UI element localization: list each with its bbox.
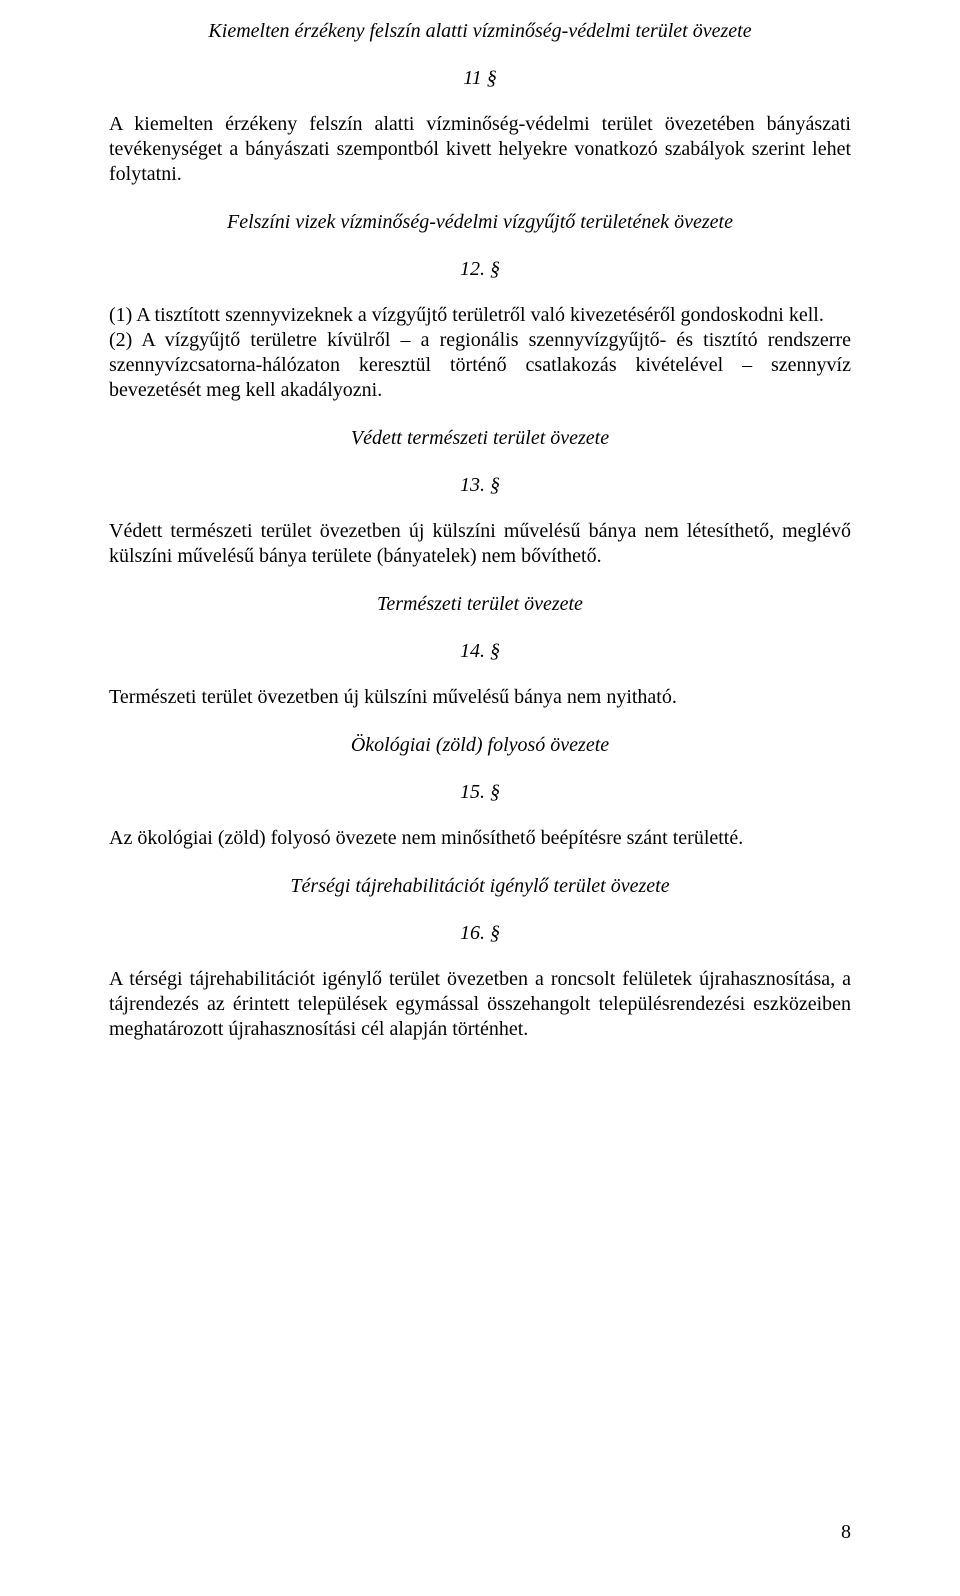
section-12-clause: 12. § <box>109 258 851 281</box>
section-16-body: A térségi tájrehabilitációt igénylő terü… <box>109 967 851 1042</box>
section-16-clause: 16. § <box>109 922 851 945</box>
section-12-p2: (2) A vízgyűjtő területre kívülről – a r… <box>109 328 851 403</box>
section-11-clause: 11 § <box>109 67 851 90</box>
section-14-clause: 14. § <box>109 640 851 663</box>
section-11-title: Kiemelten érzékeny felszín alatti vízmin… <box>109 18 851 45</box>
document-page: Kiemelten érzékeny felszín alatti vízmin… <box>0 0 960 1596</box>
section-12-p1: (1) A tisztított szennyvizeknek a vízgyű… <box>109 303 851 328</box>
section-13-title: Védett természeti terület övezete <box>109 425 851 452</box>
section-15-clause: 15. § <box>109 781 851 804</box>
section-11-body: A kiemelten érzékeny felszín alatti vízm… <box>109 112 851 187</box>
section-14-body: Természeti terület övezetben új külszíni… <box>109 685 851 710</box>
section-13-clause: 13. § <box>109 474 851 497</box>
section-15-title: Ökológiai (zöld) folyosó övezete <box>109 732 851 759</box>
section-16-title: Térségi tájrehabilitációt igénylő terüle… <box>109 873 851 900</box>
page-number: 8 <box>841 1521 851 1544</box>
section-15-body: Az ökológiai (zöld) folyosó övezete nem … <box>109 826 851 851</box>
section-14-title: Természeti terület övezete <box>109 591 851 618</box>
section-13-body: Védett természeti terület övezetben új k… <box>109 519 851 569</box>
section-12-title: Felszíni vizek vízminőség-védelmi vízgyű… <box>109 209 851 236</box>
